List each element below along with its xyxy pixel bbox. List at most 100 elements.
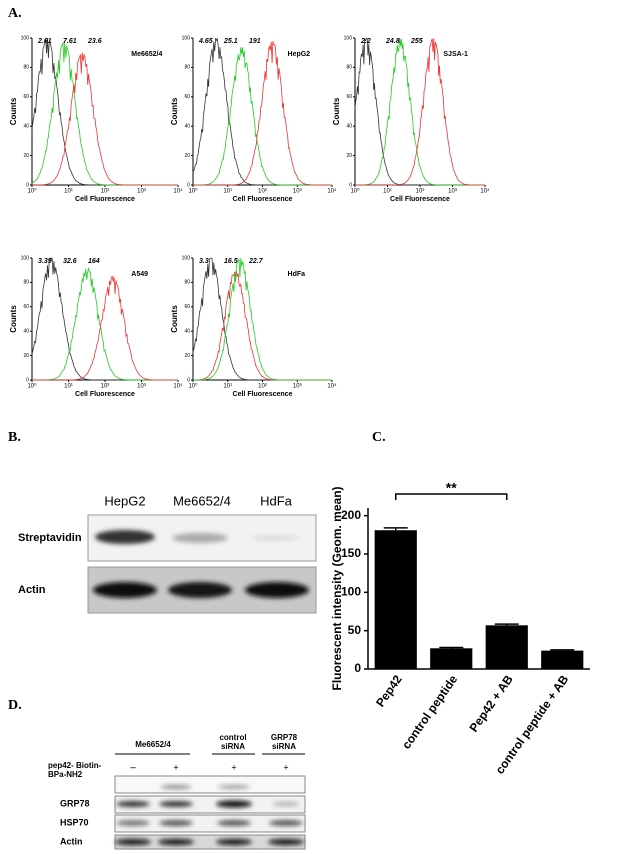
y-tick-label: 100 xyxy=(341,585,361,599)
y-tick-label: 20 xyxy=(23,353,29,359)
y-tick-label: 40 xyxy=(23,329,29,335)
panel-label: B. xyxy=(8,430,21,445)
y-axis-label: Fluorescent intensity (Geom. mean) xyxy=(330,486,344,690)
y-axis-label: Counts xyxy=(9,97,18,125)
histogram-curve xyxy=(193,270,332,381)
y-tick-label: 20 xyxy=(184,353,190,359)
x-tick-label: 10² xyxy=(416,189,425,195)
x-tick-label: 10³ xyxy=(137,384,146,390)
y-tick-label: 100 xyxy=(182,255,191,261)
band xyxy=(168,582,232,598)
x-tick-label: control peptide xyxy=(399,672,460,751)
y-tick-label: 20 xyxy=(23,153,29,159)
band xyxy=(216,839,252,845)
y-tick-label: 0 xyxy=(187,377,190,383)
mean-label: 4.65 xyxy=(198,38,213,45)
x-tick-label: 10⁰ xyxy=(188,188,198,195)
band xyxy=(172,533,228,543)
y-tick-label: 0 xyxy=(26,377,29,383)
y-tick-label: 40 xyxy=(23,124,29,130)
histogram-curve xyxy=(192,257,332,381)
y-tick-label: 200 xyxy=(341,508,361,522)
lane-label: Me6652/4 xyxy=(173,493,231,508)
x-axis-label: Cell Fluorescence xyxy=(233,196,293,203)
mean-label: 2.61 xyxy=(37,38,52,45)
panel-label: D. xyxy=(8,698,22,713)
y-tick-label: 100 xyxy=(182,35,191,41)
y-tick-label: 40 xyxy=(184,124,190,130)
mean-label: 191 xyxy=(249,38,261,45)
x-axis-label: Cell Fluorescence xyxy=(75,196,135,203)
histogram-curve xyxy=(31,257,178,381)
group-label: Me6652/4 xyxy=(135,740,171,749)
x-tick-label: 10⁰ xyxy=(27,383,37,390)
lane-label: HdFa xyxy=(260,493,293,508)
histogram-curve xyxy=(192,37,332,186)
x-tick-label: 10¹ xyxy=(64,189,73,195)
y-tick-label: 100 xyxy=(21,35,30,41)
x-tick-label: 10⁴ xyxy=(173,383,183,390)
mean-label: 7.61 xyxy=(63,38,77,45)
sign: + xyxy=(283,762,288,772)
x-tick-label: 10² xyxy=(258,384,267,390)
histogram-curve xyxy=(193,41,332,186)
x-tick-label: 10³ xyxy=(293,189,302,195)
y-tick-label: 40 xyxy=(184,329,190,335)
band xyxy=(116,801,150,807)
mean-label: 255 xyxy=(410,38,423,45)
x-tick-label: 10² xyxy=(258,189,267,195)
mean-label: 22.7 xyxy=(248,258,264,265)
group-label: control siRNA xyxy=(219,733,247,751)
y-axis-label: Counts xyxy=(332,97,341,125)
y-tick-label: 60 xyxy=(184,304,190,310)
y-tick-label: 20 xyxy=(184,153,190,159)
histogram-curve xyxy=(354,37,485,186)
x-tick-label: 10¹ xyxy=(383,189,392,195)
y-tick-label: 80 xyxy=(23,65,29,71)
panel-label: C. xyxy=(372,430,386,445)
histogram-curve xyxy=(32,267,178,381)
sample-label: A549 xyxy=(131,271,148,278)
x-tick-label: 10⁰ xyxy=(350,188,360,195)
y-tick-label: 80 xyxy=(184,280,190,286)
sample-label: SJSA-1 xyxy=(443,51,468,58)
x-tick-label: 10⁴ xyxy=(327,188,337,195)
significance-label: ** xyxy=(446,480,457,496)
row-label: Actin xyxy=(18,584,46,596)
histogram-curve xyxy=(32,275,178,381)
sign: + xyxy=(173,762,178,772)
y-tick-label: 20 xyxy=(346,153,352,159)
mean-label: 164 xyxy=(88,258,100,265)
treatment-label: pep42- Biotin-BPa-NH2 xyxy=(48,761,102,779)
significance-bracket xyxy=(395,493,508,500)
x-tick-label: 10⁴ xyxy=(327,383,337,390)
mean-label: 32.6 xyxy=(63,258,77,265)
y-tick-label: 60 xyxy=(23,94,29,100)
x-tick-label: 10² xyxy=(101,384,110,390)
x-axis-label: Cell Fluorescence xyxy=(233,391,293,398)
row-label: Streptavidin xyxy=(18,532,82,544)
histogram-curve xyxy=(32,52,178,186)
histogram-curve xyxy=(193,258,332,381)
band xyxy=(218,785,250,789)
group-label: GRP78 siRNA xyxy=(270,733,298,751)
x-tick-label: 10³ xyxy=(448,189,457,195)
x-tick-label: 10³ xyxy=(293,384,302,390)
bar xyxy=(430,648,473,669)
x-tick-label: 10³ xyxy=(137,189,146,195)
mean-label: 24.8 xyxy=(385,38,400,45)
band xyxy=(159,820,193,826)
band xyxy=(272,802,300,806)
y-tick-label: 80 xyxy=(184,65,190,71)
histogram-curve xyxy=(355,38,485,186)
band xyxy=(116,820,150,826)
histogram-curve xyxy=(193,47,332,186)
band xyxy=(217,820,251,826)
sample-label: HdFa xyxy=(288,271,306,278)
blot-strip xyxy=(114,775,306,794)
band xyxy=(95,530,155,544)
band xyxy=(216,800,252,808)
bar xyxy=(374,530,417,669)
